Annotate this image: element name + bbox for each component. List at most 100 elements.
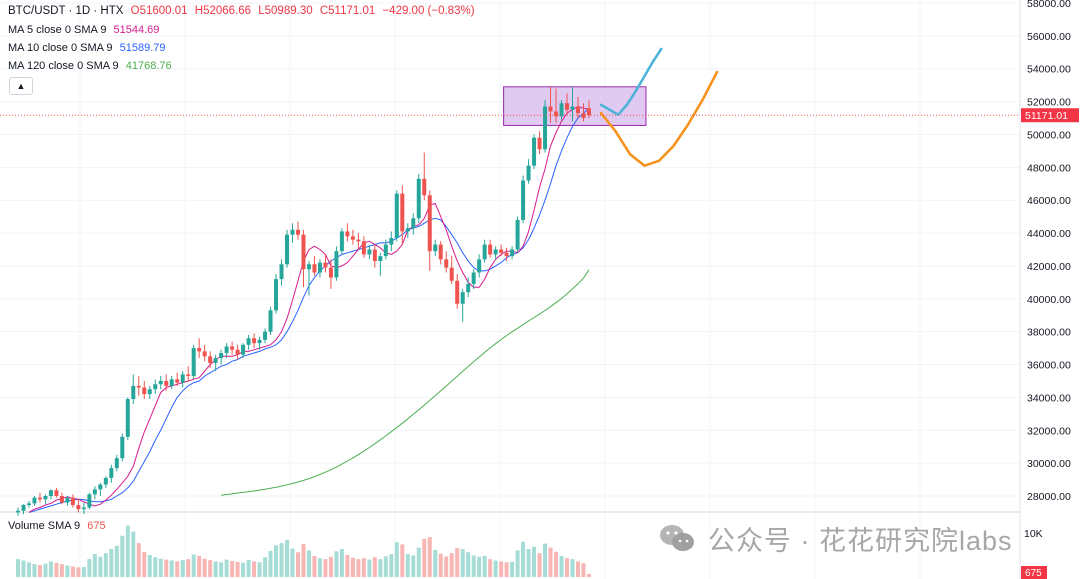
candle-body — [521, 180, 526, 220]
candle-body — [263, 331, 268, 340]
ma10-value: 51589.79 — [119, 42, 166, 54]
volume-bar — [306, 550, 311, 577]
price-tick-label: 42000.00 — [1027, 261, 1071, 273]
volume-bar — [65, 565, 70, 577]
volume-bar — [471, 555, 476, 577]
volume-bar — [537, 553, 542, 577]
volume-bar — [224, 559, 229, 577]
candle-body — [21, 505, 26, 511]
candle-body — [493, 249, 498, 255]
volume-bar — [263, 557, 268, 577]
price-axis: 58000.00 56000.00 54000.00 52000.00 50000.00… — [1021, 0, 1080, 579]
ma10-legend[interactable]: MA 10 close 0 SMA 9 51589.79 — [8, 42, 170, 54]
candle-body — [444, 259, 449, 268]
candle-body — [208, 356, 213, 363]
volume-bar — [268, 550, 273, 577]
candle-body — [416, 178, 421, 219]
volume-bar — [532, 546, 537, 577]
volume-bar — [586, 573, 591, 577]
symbol-label[interactable]: BTC/USDT · 1D · HTX — [8, 5, 124, 17]
volume-bar — [356, 559, 361, 577]
candle-body — [356, 239, 361, 242]
volume-bar — [219, 562, 224, 577]
candle-body — [252, 338, 257, 344]
volume-bar — [444, 556, 449, 577]
candle-body — [482, 244, 487, 260]
volume-bar — [477, 556, 482, 577]
volume-bar — [488, 559, 493, 577]
candle-body — [422, 178, 427, 196]
volume-bar — [521, 541, 526, 577]
volume-bar — [581, 563, 586, 577]
volume-bar — [455, 548, 460, 577]
candle-body — [219, 353, 224, 358]
candle-body — [433, 244, 438, 252]
candle-body — [499, 249, 504, 253]
ma10-path — [28, 107, 590, 513]
candle-body — [526, 165, 531, 181]
candle-body — [372, 249, 377, 262]
candles — [16, 86, 591, 516]
price-tick-label: 36000.00 — [1027, 360, 1071, 372]
volume-bar — [164, 559, 169, 577]
candle-body — [394, 193, 399, 238]
price-tick-label: 40000.00 — [1027, 294, 1071, 306]
volume-bar — [515, 550, 520, 577]
candle-body — [87, 494, 92, 508]
candle-body — [301, 234, 306, 270]
volume-bar — [312, 555, 317, 577]
volume-bar — [460, 549, 465, 577]
volume-bar — [378, 559, 383, 577]
volume-bar — [565, 558, 569, 577]
candle-body — [114, 458, 119, 469]
candle-body — [158, 380, 163, 385]
candle-body — [449, 267, 454, 281]
volume-bar — [405, 554, 410, 577]
candle-body — [147, 389, 152, 395]
volume-axis-label: 10K — [1024, 528, 1043, 540]
ma120-label: MA 120 close 0 SMA 9 — [8, 60, 119, 72]
price-tick-label: 56000.00 — [1027, 31, 1071, 43]
candle-body — [81, 507, 86, 510]
volume-bar — [246, 560, 251, 577]
volume-bar — [59, 564, 64, 577]
volume-bar — [125, 525, 130, 577]
volume-bar — [81, 566, 86, 577]
candle-body — [136, 385, 141, 388]
candle-body — [279, 264, 284, 280]
candle-body — [186, 374, 191, 377]
ohlc-change: −429.00 (−0.83%) — [382, 5, 475, 17]
ohlc-open: O51600.01 — [130, 5, 188, 17]
candle-body — [224, 346, 229, 354]
candle-body — [367, 249, 372, 255]
candle-body — [466, 284, 471, 293]
symbol-legend[interactable]: BTC/USDT · 1D · HTX O51600.01 H52066.66 … — [8, 5, 479, 17]
candle-body — [438, 244, 443, 260]
candle-body — [345, 231, 350, 237]
ma5-legend[interactable]: MA 5 close 0 SMA 9 51544.69 — [8, 24, 163, 36]
candle-body — [92, 489, 97, 495]
volume-bar — [290, 548, 295, 577]
volume-legend[interactable]: Volume SMA 9 675 — [8, 520, 110, 532]
price-tick-label: 38000.00 — [1027, 327, 1071, 339]
volume-bar — [92, 554, 97, 577]
volume-bar — [213, 561, 218, 577]
candle-body — [290, 229, 295, 235]
candle-body — [455, 280, 460, 304]
volume-bar — [241, 562, 246, 577]
volume-bar — [252, 561, 257, 577]
volume-bar — [389, 554, 394, 577]
volume-bar — [48, 561, 53, 577]
ma120-legend[interactable]: MA 120 close 0 SMA 9 41768.76 — [8, 60, 176, 72]
candle-body — [411, 218, 416, 229]
volume-bar — [526, 549, 531, 577]
collapse-legend-button[interactable]: ▲ — [9, 77, 33, 95]
ohlc-close: C51171.01 — [319, 5, 376, 17]
volume-bar — [383, 556, 388, 577]
volume-bar — [274, 545, 279, 577]
volume-bar — [70, 566, 75, 577]
candle-body — [48, 490, 53, 496]
price-tick-label: 50000.00 — [1027, 129, 1071, 141]
